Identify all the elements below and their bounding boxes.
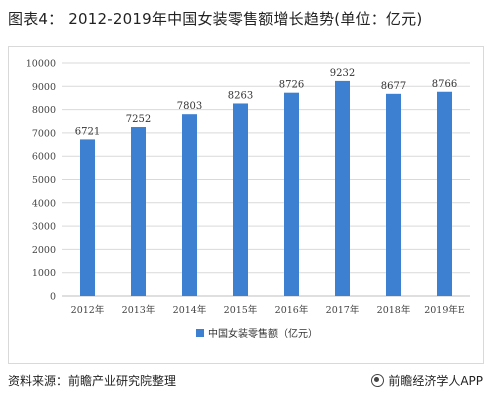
bar [284,92,299,296]
y-tick-label: 6000 [32,152,56,163]
legend-label: 中国女装零售额（亿元） [208,327,318,340]
y-tick-label: 4000 [32,198,56,209]
brand: 前瞻经济学人APP [371,372,483,389]
chart-title: 图表4： 2012-2019年中国女装零售额增长趋势(单位：亿元) [8,10,423,28]
legend: 中国女装零售额（亿元） [196,327,318,340]
y-tick-label: 10000 [26,59,56,70]
y-tick-label: 8000 [32,105,56,116]
data-label: 6721 [75,126,100,137]
bar [437,91,452,296]
x-tick-label: 2015年 [224,304,258,316]
x-tick-label: 2012年 [71,304,105,316]
x-tick-label: 2017年 [326,304,360,316]
bars [80,80,452,297]
y-tick-label: 7000 [32,128,56,139]
data-labels: 6721 7252 7803 8263 8726 9232 8677 8766 [75,68,457,138]
x-tick-label: 2018年 [377,304,411,316]
source-note: 资料来源：前瞻产业研究院整理 [8,374,177,388]
brand-logo-icon [371,374,385,387]
data-label: 7803 [177,101,202,112]
grid-lines [62,62,470,297]
data-label: 8677 [381,81,406,92]
y-tick-label: 9000 [32,82,56,93]
x-tick-label: 2019年E [424,304,465,316]
y-tick-label: 0 [50,292,56,303]
data-label: 8726 [279,80,304,91]
bar [182,114,197,297]
data-label: 8263 [228,90,253,101]
brand-label: 前瞻经济学人APP [388,374,483,388]
bar [131,127,146,296]
bar [80,139,95,296]
y-tick-label: 2000 [32,245,56,256]
x-tick-label: 2016年 [275,304,309,316]
x-tick-label: 2014年 [173,304,207,316]
y-axis-ticks: 0 1000 2000 3000 4000 5000 6000 7000 8000 9000 100… [26,59,56,303]
bar [233,103,248,296]
y-tick-label: 1000 [32,268,56,279]
bar [335,80,350,296]
data-label: 7252 [126,114,151,125]
x-axis-ticks: 2012年 2013年 2014年 2015年 2016年 2017年 2018年 2019年… [71,304,465,316]
data-label: 9232 [330,68,355,79]
x-tick-label: 2013年 [122,304,156,316]
data-label: 8766 [432,79,457,90]
y-tick-label: 3000 [32,222,56,233]
legend-swatch [196,329,204,337]
footer: 资料来源：前瞻产业研究院整理 前瞻经济学人APP [8,372,483,392]
bar [386,93,401,296]
y-tick-label: 5000 [32,175,56,186]
